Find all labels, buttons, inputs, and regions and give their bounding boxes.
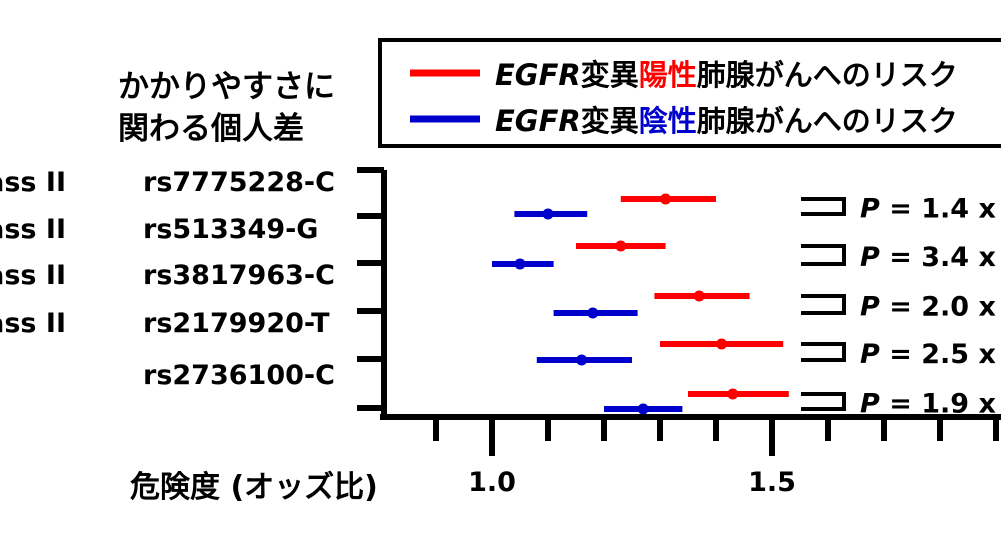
odds-ratio-point bbox=[576, 354, 588, 366]
p-value-bracket bbox=[801, 342, 846, 362]
odds-ratio-point bbox=[615, 240, 627, 252]
odds-ratio-point bbox=[587, 307, 599, 319]
forest-marks bbox=[492, 193, 789, 415]
odds-ratio-point bbox=[542, 208, 554, 220]
snp-label: rs7775228-C bbox=[143, 167, 335, 198]
snp-label: rs513349-G bbox=[143, 214, 318, 245]
class-label: Class II bbox=[0, 260, 66, 291]
p-value-annotations: P = 1.4 x 10 P = 3.4 x 10 P = 2.0 x 10 P = … bbox=[801, 194, 1001, 420]
legend-label: EGFR変異陽性肺腺がんへのリスク bbox=[495, 58, 958, 92]
p-value-label: P = 2.5 x 10 bbox=[860, 339, 1001, 370]
p-value-bracket bbox=[801, 392, 846, 411]
p-value-label: P = 3.4 x 10 bbox=[860, 242, 1001, 273]
p-value-bracket bbox=[801, 244, 846, 266]
column-header-line-2: 関わる個人差 bbox=[118, 111, 304, 147]
odds-ratio-point bbox=[514, 258, 526, 270]
p-value-label: P = 2.0 x 10 bbox=[860, 292, 1001, 323]
column-header-line-1: かかりやすさに bbox=[118, 69, 335, 105]
row-labels: Class II Class II Class II Class II rs777522… bbox=[0, 167, 335, 391]
odds-ratio-point bbox=[660, 193, 672, 205]
x-tick-label: 1.5 bbox=[748, 467, 796, 498]
snp-label: rs2736100-C bbox=[143, 360, 335, 391]
x-axis: 1.0 1.5 bbox=[357, 167, 1001, 498]
odds-ratio-point bbox=[637, 403, 649, 415]
snp-label: rs3817963-C bbox=[143, 260, 335, 291]
legend-box bbox=[378, 38, 1001, 148]
class-label: Class II bbox=[0, 308, 66, 339]
class-label: Class II bbox=[0, 214, 66, 245]
p-value-label: P = 1.4 x 10 bbox=[860, 194, 1001, 225]
odds-ratio-point bbox=[716, 338, 728, 350]
p-value-bracket bbox=[801, 197, 846, 216]
legend: EGFR変異陽性肺腺がんへのリスク EGFR変異陰性肺腺がんへのリスク bbox=[410, 58, 958, 138]
p-value-bracket bbox=[801, 294, 846, 315]
odds-ratio-point bbox=[727, 388, 739, 400]
x-tick-label: 1.0 bbox=[468, 467, 516, 498]
x-axis-label: 危険度 (オッズ比) bbox=[130, 470, 378, 505]
legend-label: EGFR変異陰性肺腺がんへのリスク bbox=[495, 104, 958, 138]
p-value-label: P = 1.9 x 10 bbox=[860, 389, 1001, 420]
class-label: Class II bbox=[0, 167, 66, 198]
odds-ratio-point bbox=[693, 290, 705, 302]
snp-label: rs2179920-T bbox=[143, 308, 330, 339]
